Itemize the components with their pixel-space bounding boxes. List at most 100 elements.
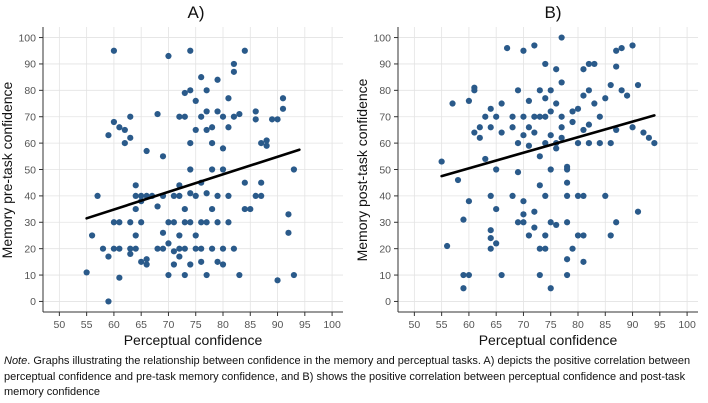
panel-a-point-107 [230, 68, 238, 75]
panel-a-point-70 [192, 97, 199, 104]
panel-a-y-tick-label-20: 20 [24, 243, 36, 255]
panel-a-point-92 [214, 76, 221, 83]
panel-a-x-tick-label-80: 80 [217, 319, 229, 331]
panel-a-point-84 [203, 190, 210, 197]
panel-b-point-94 [574, 192, 582, 199]
panel-b-point-121 [623, 92, 631, 99]
panel-a-point-127 [279, 105, 287, 112]
panel-a-point-109 [230, 245, 238, 252]
panel-a-point-13 [116, 219, 123, 226]
panel-b-point-34 [514, 87, 522, 94]
panel-b-point-75 [553, 145, 560, 152]
panel-b-point-127 [645, 134, 653, 141]
panel-b-point-92 [574, 105, 582, 112]
panel-b-point-33 [509, 192, 516, 199]
panel-a-point-47 [170, 192, 178, 199]
panel-a-grid [43, 27, 343, 312]
panel-a-point-64 [187, 87, 194, 94]
panel-b-point-113 [607, 140, 614, 147]
panel-a-point-66 [187, 166, 194, 173]
panel-b-point-56 [536, 182, 543, 189]
panel-a-x-tick-label-100: 100 [323, 319, 341, 331]
panel-a-point-71 [192, 126, 199, 134]
panel-b-point-0 [438, 158, 445, 165]
panel-b-point-70 [547, 219, 554, 226]
panel-b-x-tick-label-75: 75 [545, 319, 557, 331]
panel-b-x-tick-label-95: 95 [654, 319, 666, 331]
panel-b-trend-line [440, 114, 656, 178]
panel-a-y-tick-label-100: 100 [18, 32, 36, 44]
panel-a-point-15 [121, 140, 128, 147]
panel-b-point-39 [520, 113, 527, 120]
panel-a-point-86 [203, 271, 210, 279]
panel-b-point-8 [465, 271, 473, 279]
panel-a-x-tick-label-55: 55 [81, 319, 93, 331]
note-text: . Graphs illustrating the relationship b… [4, 355, 691, 398]
panel-a-point-12 [116, 124, 123, 131]
panel-b-point-84 [563, 179, 571, 186]
panel-a-point-21 [127, 219, 134, 226]
panel-a-point-104 [225, 192, 232, 199]
panel-b-point-88 [563, 271, 571, 279]
panel-b-point-31 [509, 113, 516, 120]
panel-a-point-46 [165, 271, 172, 279]
panel-b-point-37 [514, 169, 522, 176]
panel-b-points [438, 34, 658, 292]
panel-a-point-42 [159, 229, 167, 236]
panel-a-point-36 [154, 245, 161, 252]
panel-a-point-85 [203, 219, 210, 226]
panel-b-point-13 [476, 124, 483, 131]
panel-b-point-4 [460, 216, 467, 223]
panel-a-point-125 [274, 277, 281, 284]
panel-b-point-45 [525, 124, 533, 131]
panel-b-point-76 [553, 221, 560, 229]
panel-a-x-tick-label-60: 60 [108, 319, 120, 331]
panel-b-point-25 [493, 205, 500, 213]
note-label: Note [4, 355, 28, 367]
panel-b-x-ticks: 50 55 60 65 70 75 80 85 90 95 100 [409, 312, 696, 331]
panel-a-point-55 [176, 245, 183, 252]
panel-b-x-tick-label-80: 80 [572, 319, 584, 331]
panel-b-point-115 [613, 47, 620, 54]
panel-b-point-3 [454, 176, 462, 184]
panel-a-point-10 [110, 245, 118, 252]
panel-b-point-63 [542, 192, 549, 199]
panel-a-point-53 [176, 192, 183, 199]
panel-a-point-45 [165, 240, 172, 247]
panel-a-y-ticks: 0 10 20 30 40 50 60 70 80 90 100 [18, 32, 43, 308]
panel-b-point-16 [482, 155, 489, 163]
panel-a-y-tick-label-30: 30 [24, 217, 36, 229]
panel-a-point-38 [154, 110, 161, 118]
figure-note: Note. Graphs illustrating the relationsh… [4, 354, 704, 401]
panel-a-point-73 [192, 232, 199, 239]
panel-b-point-95 [574, 232, 582, 239]
panel-b-point-64 [542, 245, 549, 252]
panel-b-point-86 [563, 219, 571, 226]
panel-b-x-tick-label-90: 90 [627, 319, 639, 331]
panel-a-point-114 [241, 205, 248, 213]
panel-a-point-6 [105, 132, 112, 139]
panel-b-point-58 [536, 271, 543, 279]
panel-b-y-tick-label-90: 90 [379, 59, 391, 71]
panel-b-point-46 [525, 142, 533, 149]
panel-a-point-130 [285, 211, 292, 218]
panel-a-point-18 [127, 113, 134, 120]
panel-a-point-98 [219, 145, 227, 152]
panel-b-point-91 [569, 245, 576, 252]
panel-b-x-tick-label-100: 100 [678, 319, 696, 331]
panel-a-point-93 [214, 108, 221, 115]
panel-b-point-89 [569, 108, 576, 115]
panel-a-point-54 [176, 232, 183, 239]
panel-a-point-67 [187, 190, 194, 197]
panel-b-point-35 [514, 140, 522, 147]
panel-b-point-32 [509, 124, 516, 131]
panel-b-point-5 [460, 271, 467, 279]
panel-a-point-40 [159, 245, 167, 252]
panel-b-point-102 [585, 60, 593, 68]
panel-a-point-57 [181, 113, 188, 120]
panel-a-point-62 [181, 271, 188, 279]
panel-b-point-30 [503, 45, 511, 52]
panel-a-point-115 [247, 205, 254, 213]
panel-b-point-1 [443, 242, 451, 250]
panel-a-point-61 [181, 245, 188, 252]
